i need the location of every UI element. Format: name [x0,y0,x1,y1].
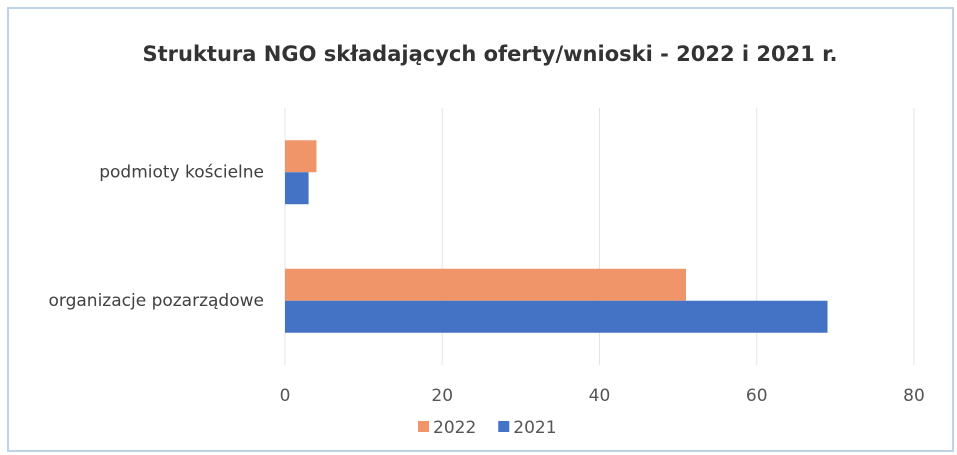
bar [285,300,828,333]
bar [285,140,317,173]
x-tick-label: 60 [746,386,768,406]
y-tick-label: organizacje pozarządowe [49,291,265,311]
legend-label: 2021 [513,418,556,438]
legend-swatch [498,421,510,432]
y-tick-label: podmioty kościelne [99,162,264,182]
legend-label: 2022 [433,418,476,438]
chart-frame [7,7,954,452]
bar [285,268,686,301]
x-tick-label: 20 [431,386,453,406]
x-tick-label: 80 [903,386,925,406]
x-tick-label: 0 [280,386,291,406]
x-tick-label: 40 [589,386,611,406]
legend-swatch [418,421,429,432]
bar [285,172,309,205]
chart-title: Struktura NGO składających oferty/wniosk… [143,42,838,66]
